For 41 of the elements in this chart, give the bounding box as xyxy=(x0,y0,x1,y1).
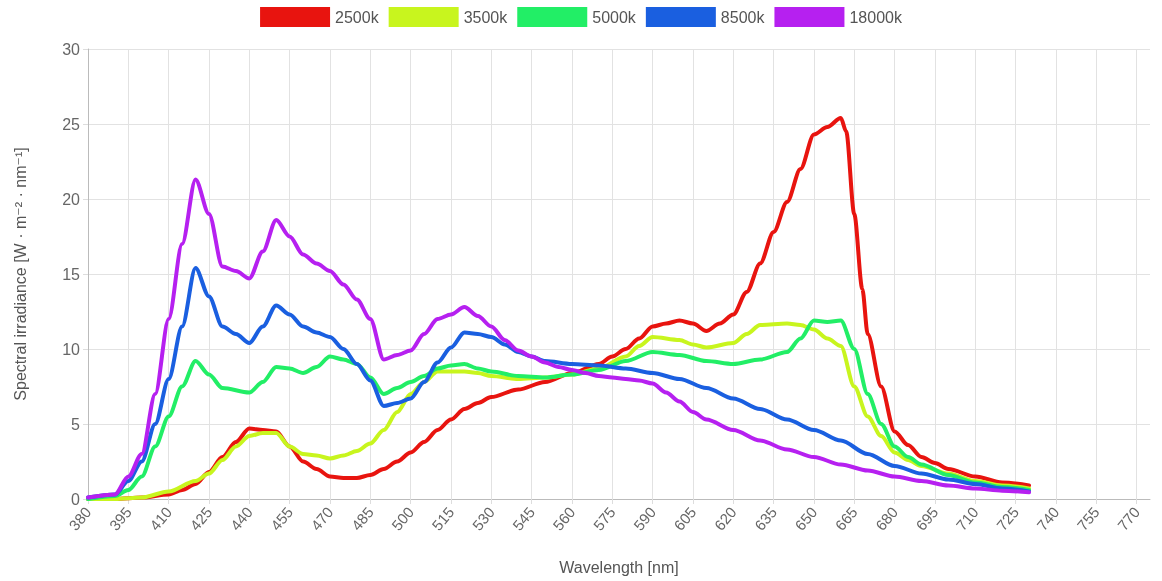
x-tick-label: 620 xyxy=(710,503,740,534)
y-tick-label: 15 xyxy=(62,265,81,283)
x-tick-label: 395 xyxy=(105,503,135,534)
x-tick-label: 545 xyxy=(509,503,539,534)
y-tick-label: 0 xyxy=(71,490,81,508)
x-tick-label: 650 xyxy=(791,503,821,534)
x-tick-label: 695 xyxy=(912,503,942,534)
x-tick-label: 710 xyxy=(952,503,982,534)
y-tick-label: 30 xyxy=(62,40,81,58)
x-tick-label: 485 xyxy=(347,503,377,534)
legend-label: 3500k xyxy=(463,8,509,26)
x-tick-label: 590 xyxy=(630,503,660,534)
x-tick-label: 455 xyxy=(267,503,297,534)
y-tick-label: 10 xyxy=(62,340,81,358)
legend-label: 5000k xyxy=(592,8,637,26)
x-tick-label: 530 xyxy=(468,503,498,534)
legend-label: 8500k xyxy=(720,8,766,26)
x-tick-label: 425 xyxy=(186,503,216,534)
x-tick-label: 680 xyxy=(871,503,902,534)
y-tick-label: 20 xyxy=(62,190,81,208)
legend-label: 18000k xyxy=(849,8,903,26)
x-tick-label: 770 xyxy=(1113,503,1144,534)
legend-label: 2500k xyxy=(335,8,380,26)
x-tick-label: 740 xyxy=(1033,503,1063,534)
y-tick-label: 5 xyxy=(71,415,81,433)
y-tick-label: 25 xyxy=(62,115,81,133)
x-tick-label: 725 xyxy=(992,503,1023,534)
x-tick-label: 575 xyxy=(589,503,619,534)
x-axis-title: Wavelength [nm] xyxy=(559,558,679,576)
y-axis-title: Spectral irradiance [W · m⁻² · nm⁻¹] xyxy=(11,147,29,401)
x-tick-label: 635 xyxy=(750,503,781,534)
line-series xyxy=(86,177,1032,500)
x-tick-label: 440 xyxy=(226,503,256,534)
x-tick-label: 500 xyxy=(388,503,418,534)
x-tick-label: 410 xyxy=(146,503,176,534)
x-tick-label: 560 xyxy=(549,503,579,534)
x-tick-label: 605 xyxy=(670,503,700,534)
x-tick-label: 755 xyxy=(1073,503,1103,534)
x-tick-label: 515 xyxy=(428,503,458,534)
x-tick-label: 665 xyxy=(831,503,861,534)
x-tick-label: 470 xyxy=(307,503,337,534)
